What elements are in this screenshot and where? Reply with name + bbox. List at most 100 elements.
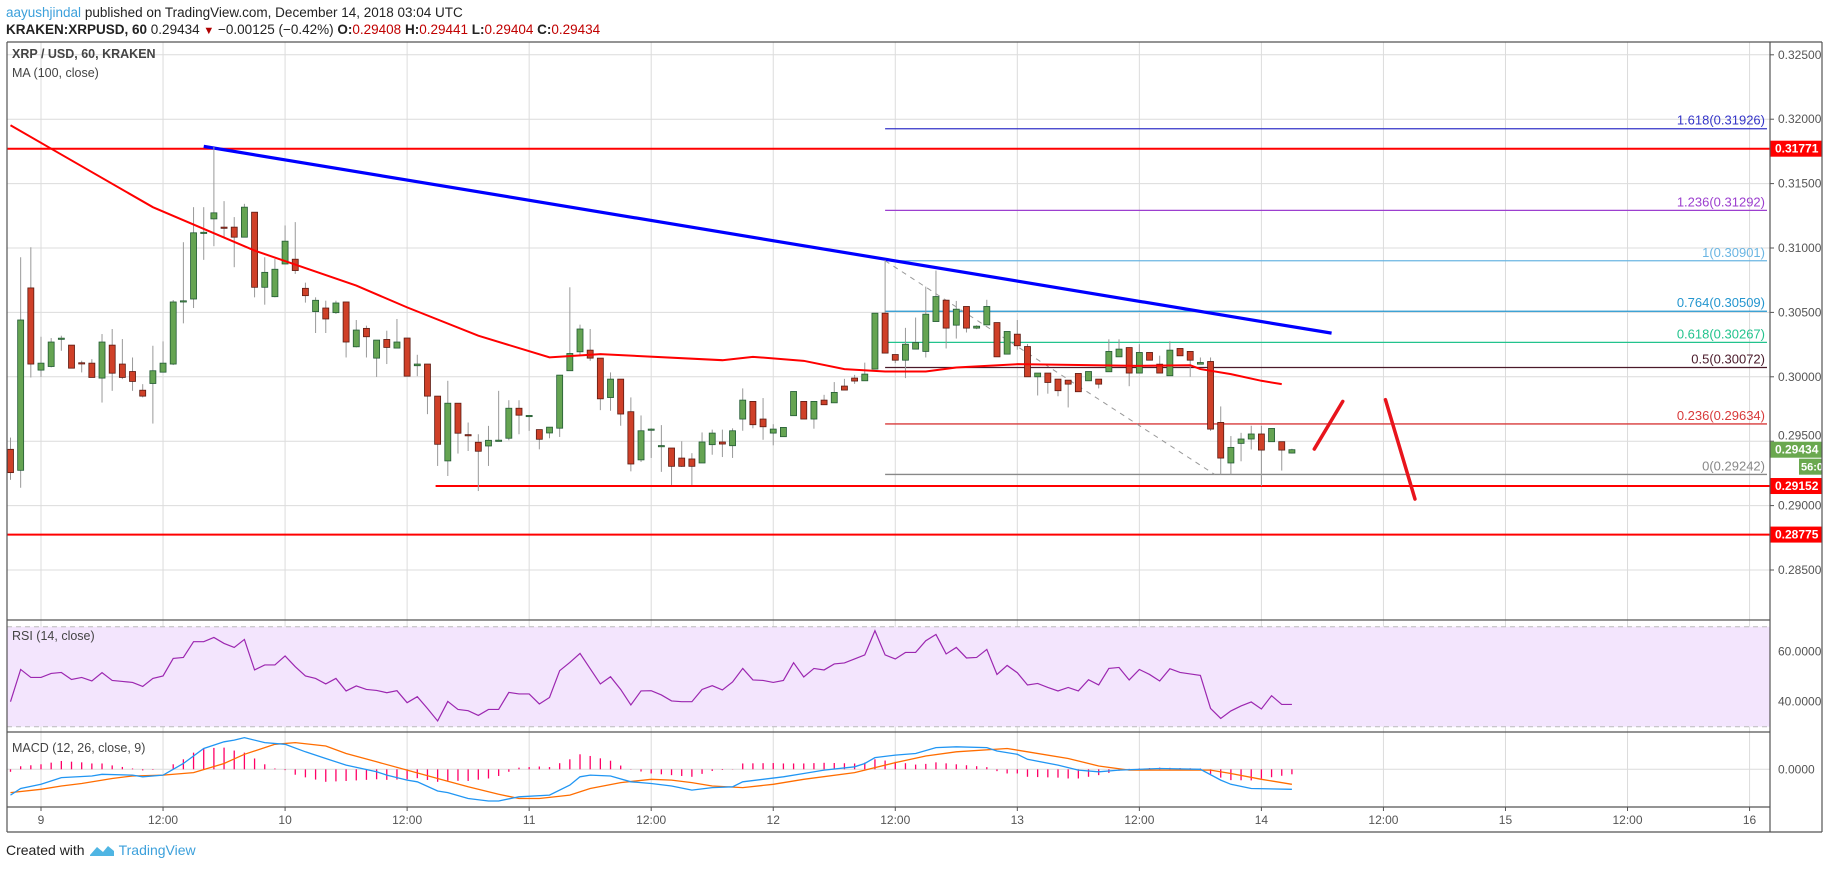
price-tick-label: 0.32500 xyxy=(1778,48,1822,62)
time-tick-label: 11 xyxy=(523,813,536,827)
countdown-badge xyxy=(1799,458,1822,475)
price-change: −0.00125 (−0.42%) xyxy=(218,22,334,37)
fib-level-label: 0.5(0.30072) xyxy=(1691,352,1765,367)
time-tick-label: 12:00 xyxy=(392,813,422,827)
candle-down xyxy=(515,407,523,416)
candle-down xyxy=(1095,378,1103,385)
candle-up xyxy=(281,240,289,265)
candle-down xyxy=(718,441,726,445)
price-tick-label: 0.28500 xyxy=(1778,563,1822,577)
candle-up xyxy=(556,374,564,429)
time-tick-label: 12:00 xyxy=(1613,813,1643,827)
candle-up xyxy=(1247,433,1255,440)
footer: Created with TradingView xyxy=(6,842,196,858)
time-tick-label: 12:00 xyxy=(148,813,178,827)
open-value: 0.29408 xyxy=(352,22,402,37)
time-tick-label: 16 xyxy=(1743,813,1757,827)
projection-arrow xyxy=(1383,397,1417,501)
candle-up xyxy=(179,300,187,303)
candle-down xyxy=(800,401,808,420)
candle-down xyxy=(424,363,431,397)
price-tick-label: 0.32000 xyxy=(1778,112,1822,126)
candle-up xyxy=(861,373,869,382)
drawings: 1.618(0.31926) 1.236(0.31292) 1(0.30901) 0.… xyxy=(7,113,1770,728)
candle-down xyxy=(627,411,635,465)
candle-up xyxy=(912,342,920,350)
candle-down xyxy=(7,448,14,474)
candle-down xyxy=(88,362,96,378)
candle-down xyxy=(1125,347,1133,374)
candle-up xyxy=(983,306,991,326)
level-price-badge xyxy=(1770,478,1822,495)
candle-up xyxy=(973,325,981,329)
rsi-legend: RSI (14, close) xyxy=(12,629,95,643)
candle-up xyxy=(1196,362,1204,365)
candle-down xyxy=(230,226,238,238)
macd-line xyxy=(10,736,1292,802)
created-with-text: Created with xyxy=(6,842,85,858)
candle-down xyxy=(322,307,330,320)
candle-down xyxy=(1156,363,1164,374)
candle-up xyxy=(932,296,940,322)
candle-down xyxy=(1258,433,1265,451)
candle-up xyxy=(200,231,208,234)
candle-down xyxy=(617,378,625,415)
fib-level-label: 1.618(0.31926) xyxy=(1677,113,1765,128)
candle-down xyxy=(1278,441,1286,451)
candle-down xyxy=(678,457,686,467)
macd-signal-line xyxy=(10,741,1293,800)
candle-down xyxy=(688,458,696,467)
candle-down xyxy=(27,287,35,365)
fib-level-label: 1(0.30901) xyxy=(1702,245,1765,260)
candle-up xyxy=(698,441,706,464)
author-link[interactable]: aayushjindal xyxy=(6,5,82,20)
candle-down xyxy=(668,447,675,467)
candle-down xyxy=(1013,333,1021,347)
candle-up xyxy=(780,427,787,438)
candle-down xyxy=(1064,379,1072,385)
tradingview-link[interactable]: TradingView xyxy=(118,842,196,858)
candle-up xyxy=(637,430,645,461)
candle-up xyxy=(546,426,553,434)
descending-trendline xyxy=(203,144,1332,335)
candle-up xyxy=(413,363,421,367)
candle-down xyxy=(139,389,147,397)
level-price-badge xyxy=(1770,526,1822,543)
symbol-label: KRAKEN:XRPUSD, 60 xyxy=(6,22,148,37)
projection-arrow xyxy=(1312,399,1345,451)
price-tick-label: 0.31500 xyxy=(1778,177,1822,191)
candle-up xyxy=(952,308,960,326)
time-tick-label: 10 xyxy=(278,813,292,827)
candle-up xyxy=(312,299,319,313)
publish-text: published on TradingView.com, December 1… xyxy=(81,5,463,20)
fib-level-label: 0.236(0.29634) xyxy=(1677,408,1765,423)
candle-up xyxy=(47,341,55,367)
candle-up xyxy=(210,212,218,220)
candle-up xyxy=(149,370,157,384)
candle-up xyxy=(657,445,665,448)
candle-down xyxy=(851,377,858,382)
candle-down xyxy=(118,363,126,378)
candle-down xyxy=(220,226,228,229)
candle-down xyxy=(434,395,442,445)
time-tick-label: 12:00 xyxy=(1124,813,1154,827)
candle-down xyxy=(302,287,309,297)
price-tick-label: 0.29500 xyxy=(1778,429,1822,443)
high-value: 0.29441 xyxy=(419,22,469,37)
candle-down xyxy=(1074,373,1082,393)
candle-up xyxy=(566,353,574,372)
chart-frame xyxy=(6,41,1823,833)
time-tick-label: 13 xyxy=(1011,813,1025,827)
candle-down xyxy=(1176,348,1184,357)
low-label: L: xyxy=(471,22,485,37)
candle-up xyxy=(373,339,381,359)
price-tick-label: 0.31000 xyxy=(1778,241,1822,255)
candle-down xyxy=(383,339,391,348)
fib-level-label: 1.236(0.31292) xyxy=(1677,194,1765,209)
time-tick-label: 9 xyxy=(38,813,45,827)
candle-up xyxy=(444,402,452,462)
candle-down xyxy=(68,344,75,369)
candle-up xyxy=(607,378,614,398)
candle-down xyxy=(820,399,828,406)
